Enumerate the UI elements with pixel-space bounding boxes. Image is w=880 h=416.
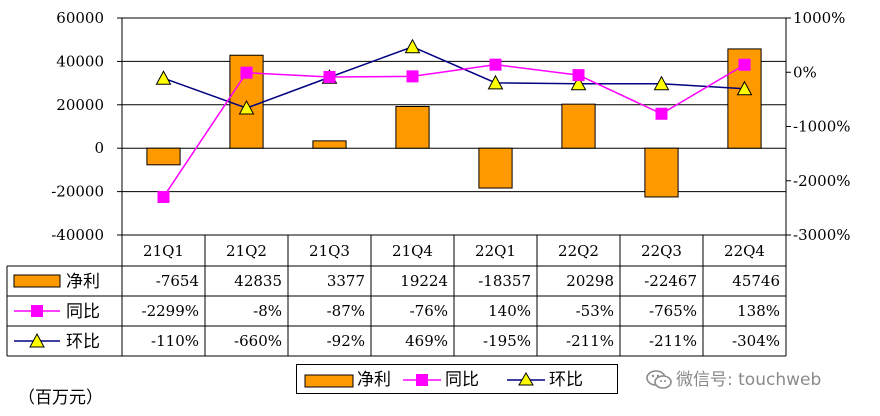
category-label: 21Q1 xyxy=(143,242,184,260)
line-yoy xyxy=(162,63,745,198)
table-cell-value: 140% xyxy=(488,302,531,320)
table-key-qoq-marker xyxy=(29,332,45,348)
table-cell-value: -2299% xyxy=(142,302,200,320)
bar-net-profit xyxy=(644,147,679,198)
marker-qoq xyxy=(570,75,587,91)
right-axis-tick-label: -2000% xyxy=(793,172,851,190)
legend: 净利 同比 环比 xyxy=(296,364,618,394)
category-label: 22Q2 xyxy=(558,242,599,260)
table-cell-value: -7654 xyxy=(156,272,199,290)
marker-qoq xyxy=(653,75,670,91)
bar-net-profit xyxy=(478,147,513,189)
marker-yoy xyxy=(489,58,502,71)
category-label: 22Q1 xyxy=(475,242,516,260)
table-cell-value: -92% xyxy=(327,332,365,350)
table-cell-value: 19224 xyxy=(400,272,448,290)
left-axis-tick-label: 0 xyxy=(94,139,104,157)
table-cell-value: -18357 xyxy=(478,272,531,290)
table-cell-value: 3377 xyxy=(327,272,365,290)
bar-net-profit xyxy=(561,103,596,149)
marker-yoy xyxy=(738,58,751,71)
marker-qoq xyxy=(487,74,504,90)
left-axis-tick-label: 40000 xyxy=(56,52,104,70)
marker-yoy xyxy=(323,70,336,83)
table-cell-value: -110% xyxy=(151,332,199,350)
table-row-label: 环比 xyxy=(66,332,100,352)
category-label: 22Q4 xyxy=(724,242,765,260)
table-cell-value: 45746 xyxy=(732,272,780,290)
wechat-icon xyxy=(646,370,672,389)
left-axis-tick-label: -40000 xyxy=(51,226,104,244)
table-cell-value: 20298 xyxy=(566,272,614,290)
table-key-yoy-marker xyxy=(31,305,43,317)
table-cell-value: 42835 xyxy=(234,272,282,290)
table-cell-value: -211% xyxy=(649,332,697,350)
table-cell-value: -211% xyxy=(566,332,614,350)
unit-label: （百万元） xyxy=(18,388,103,408)
marker-yoy xyxy=(655,107,668,120)
table-cell-value: -8% xyxy=(253,302,282,320)
data-table: 21Q1 21Q2 21Q3 21Q4 22Q1 22Q2 22Q3 22Q4 净利 -7654 4… xyxy=(6,235,787,357)
plot-area xyxy=(121,17,787,236)
legend-yoy-marker xyxy=(416,374,428,386)
marker-yoy xyxy=(240,66,253,79)
legend-bar-swatch xyxy=(304,374,354,388)
left-axis-tick-label: 20000 xyxy=(56,96,104,114)
right-axis-tick-label: -3000% xyxy=(793,226,851,244)
bar-net-profit xyxy=(146,147,181,166)
legend-label-profit: 净利 xyxy=(357,370,391,390)
marker-yoy xyxy=(572,69,585,82)
axes: 60000 40000 20000 0 -20000 -40000 1000% 0% -1000… xyxy=(51,9,850,244)
marker-yoy xyxy=(157,190,170,203)
left-axis-tick-label: -20000 xyxy=(51,183,104,201)
table-cell-value: -76% xyxy=(410,302,448,320)
category-label: 21Q3 xyxy=(309,242,350,260)
watermark-text: 微信号: touchweb xyxy=(676,370,822,390)
table-cell-value: -660% xyxy=(234,332,282,350)
category-label: 21Q4 xyxy=(392,242,433,260)
table-cell-value: -765% xyxy=(649,302,697,320)
table-cell-value: -195% xyxy=(483,332,531,350)
category-label: 22Q3 xyxy=(641,242,682,260)
table-cell-value: -53% xyxy=(576,302,614,320)
bar-net-profit xyxy=(312,140,347,149)
legend-label-yoy: 同比 xyxy=(445,370,479,390)
left-axis-tick-label: 60000 xyxy=(56,9,104,27)
bar-net-profit xyxy=(395,105,430,149)
table-key-bar xyxy=(13,274,61,288)
category-label: 21Q2 xyxy=(226,242,267,260)
plot-frame xyxy=(121,17,787,236)
right-axis-tick-label: 1000% xyxy=(793,9,845,27)
line-series xyxy=(155,38,753,203)
right-axis-tick-label: 0% xyxy=(793,63,817,81)
table-row-label: 净利 xyxy=(66,272,100,292)
marker-qoq xyxy=(404,38,421,54)
legend-label-qoq: 环比 xyxy=(549,370,583,390)
line-qoq xyxy=(163,45,745,109)
table-cell-value: 469% xyxy=(405,332,448,350)
table-cell-value: -304% xyxy=(732,332,780,350)
legend-qoq-marker xyxy=(518,372,534,386)
right-axis-tick-label: -1000% xyxy=(793,118,851,136)
table-row-label: 同比 xyxy=(66,302,100,322)
table-cell-value: 138% xyxy=(737,302,780,320)
marker-qoq xyxy=(238,100,255,115)
marker-yoy xyxy=(406,70,419,83)
marker-qoq xyxy=(736,80,753,96)
table-cell-value: -87% xyxy=(327,302,365,320)
table-cell-value: -22467 xyxy=(644,272,697,290)
marker-qoq xyxy=(155,70,172,85)
